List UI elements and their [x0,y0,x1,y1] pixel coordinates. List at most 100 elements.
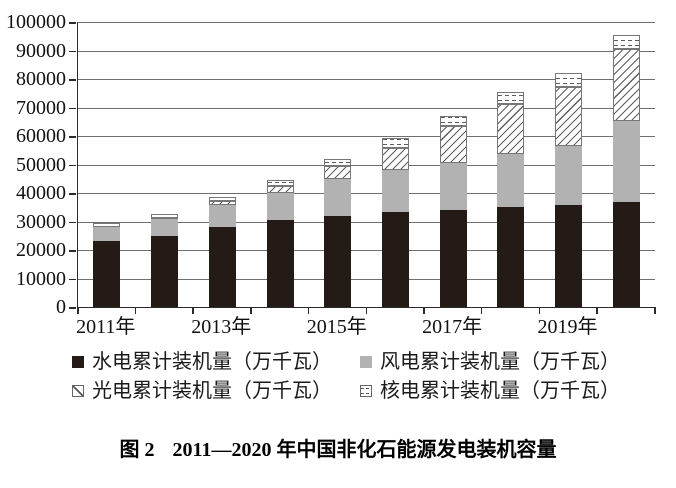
x-tick-4 [307,307,310,314]
y-tick-label-100000: 100000 [6,11,66,33]
legend: 水电累计装机量（万千瓦） 风电累计装机量（万千瓦） 光电累计装机量（万千瓦） 核… [72,349,642,404]
gridline-20000 [78,250,655,251]
y-tick-60000 [69,136,76,138]
legend-label-hydro: 水电累计装机量（万千瓦） [92,351,332,373]
x-tick-1 [134,307,137,314]
x-axis-label-2011年: 2011年 [76,316,136,338]
y-tick-label-20000: 20000 [16,239,66,261]
bar-segment-2015年-wind [324,178,352,216]
x-tick-5 [365,307,367,314]
y-tick-70000 [69,107,76,109]
y-tick-20000 [69,250,76,252]
bar-segment-2020年-hydro [612,201,640,307]
y-tick-label-60000: 60000 [16,125,66,147]
y-tick-label-30000: 30000 [16,210,66,233]
bar-segment-2016年-nuclear [381,138,409,148]
bar-segment-2016年-solar [381,147,409,170]
y-tick-0 [69,307,76,309]
legend-item-wind: 风电累计装机量（万千瓦） [360,349,642,375]
bar-segment-2014年-hydro [266,220,294,307]
x-tick-2 [192,307,194,314]
bar-segment-2012年-nuclear [151,214,179,218]
x-tick-3 [250,307,252,314]
y-tick-label-50000: 50000 [16,153,66,176]
x-tick-7 [480,307,483,314]
gridline-60000 [78,136,655,137]
gridline-80000 [78,79,655,80]
x-axis-label-2015年: 2015年 [306,316,367,338]
y-tick-90000 [69,50,76,52]
y-tick-label-70000: 70000 [16,96,66,119]
bar-segment-2015年-nuclear [324,158,352,167]
bar-segment-2020年-nuclear [612,34,640,49]
bar-segment-2013年-wind [208,205,236,228]
gridline-90000 [78,51,655,52]
x-axis-label-2017年: 2017年 [422,316,483,338]
y-tick-label-90000: 90000 [16,39,66,62]
y-tick-10000 [69,278,76,280]
solar-swatch-icon [72,385,84,397]
bar-segment-2019年-solar [555,87,582,146]
bar-segment-2012年-hydro [151,235,179,307]
y-tick-label-40000: 40000 [16,182,66,204]
gridline-70000 [78,108,655,109]
bar-segment-2011年-nuclear [93,223,121,227]
bar-segment-2019年-nuclear [555,73,582,88]
bar-segment-2013年-nuclear [208,196,236,201]
bar-segment-2014年-solar [266,185,294,193]
bar-segment-2011年-hydro [93,240,121,307]
bar-segment-2015年-hydro [324,215,352,307]
x-tick-6 [423,307,425,314]
legend-label-solar: 光电累计装机量（万千瓦） [92,380,332,402]
x-tick-8 [538,307,541,314]
hydro-swatch-icon [72,356,84,368]
bar-segment-2014年-wind [266,192,294,221]
bar-segment-2013年-hydro [208,227,236,307]
bar-segment-2016年-hydro [381,212,409,307]
bar-segment-2015年-solar [324,166,352,179]
legend-item-nuclear: 核电累计装机量（万千瓦） [360,378,642,404]
bar-segment-2020年-solar [612,49,640,122]
nuclear-swatch-icon [360,385,372,397]
y-tick-label-80000: 80000 [16,68,66,90]
bar-segment-2012年-wind [151,218,179,236]
bar-segment-2011年-wind [93,227,121,241]
legend-item-solar: 光电累计装机量（万千瓦） [72,378,360,404]
legend-item-hydro: 水电累计装机量（万千瓦） [72,349,360,375]
x-tick-10 [654,307,656,314]
gridline-50000 [78,165,655,166]
y-tick-label-0: 0 [56,296,66,318]
legend-label-nuclear: 核电累计装机量（万千瓦） [380,380,620,402]
bar-segment-2014年-nuclear [266,179,294,186]
y-tick-100000 [69,22,76,24]
y-tick-30000 [69,221,76,223]
figure-title: 2011—2020 年中国非化石能源发电装机容量 [172,439,557,461]
bar-segment-2018年-nuclear [497,91,525,105]
bar-segment-2013年-solar [208,200,236,206]
bar-segment-2018年-wind [497,154,525,207]
x-tick-9 [596,307,598,314]
gridline-100000 [78,22,655,23]
x-axis-label-2019年: 2019年 [537,316,598,338]
figure-number: 图 2 [119,439,155,461]
bar-segment-2019年-wind [555,145,582,206]
y-tick-80000 [69,79,76,81]
bar-segment-2019年-hydro [555,205,582,307]
y-tick-50000 [69,164,76,166]
bar-segment-2018年-hydro [497,206,525,307]
x-tick-0 [77,307,79,314]
legend-label-wind: 风电累计装机量（万千瓦） [380,351,620,373]
bar-segment-2017年-wind [439,163,467,210]
bar-segment-2017年-hydro [439,209,467,307]
bar-segment-2018年-solar [497,104,525,155]
x-axis-label-2013年: 2013年 [191,316,252,338]
bar-segment-2020年-wind [612,121,640,202]
bar-segment-2016年-wind [381,169,409,213]
y-tick-label-10000: 10000 [16,267,66,290]
bar-segment-2017年-solar [439,126,467,164]
gridline-40000 [78,193,655,194]
y-tick-40000 [69,193,76,195]
wind-swatch-icon [360,356,372,368]
gridline-30000 [78,222,655,223]
